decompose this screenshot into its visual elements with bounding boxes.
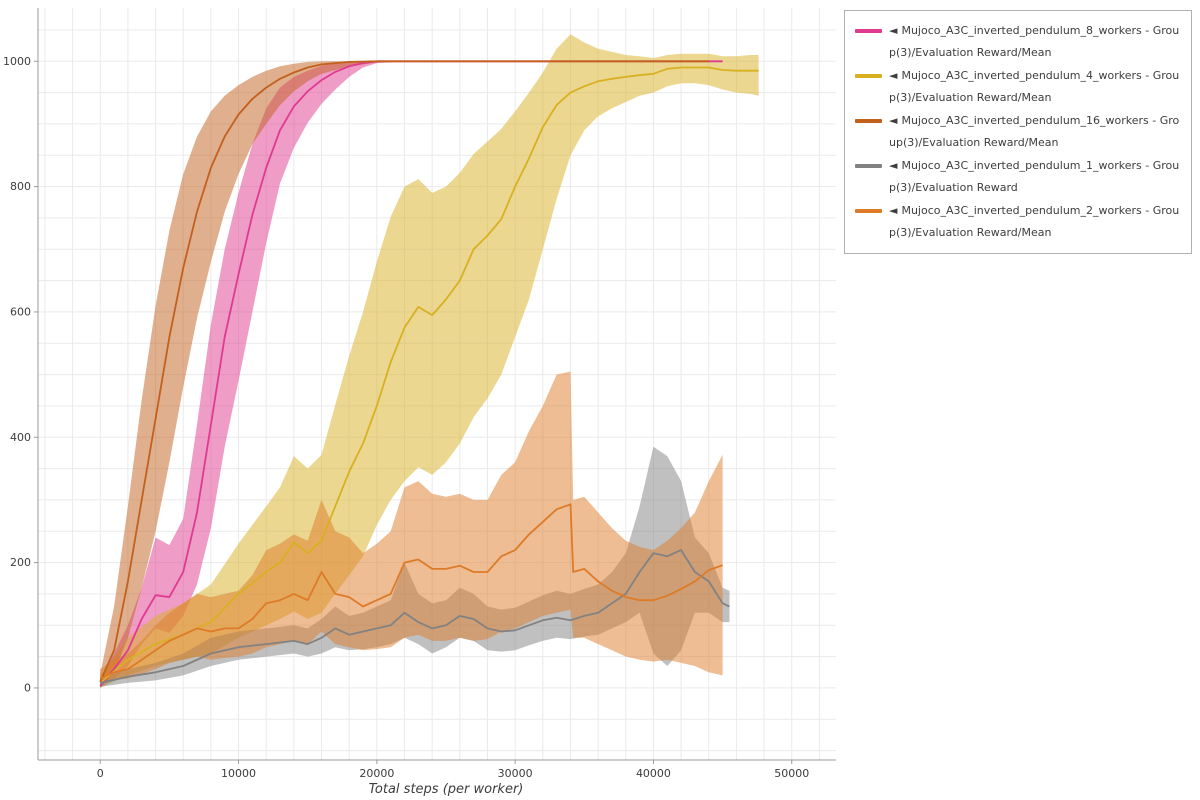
legend-entry-text: ◄ Mujoco_A3C_inverted_pendulum_16_workers… — [889, 110, 1181, 154]
series-line-s2 — [99, 503, 723, 680]
legend-swatch — [855, 74, 882, 78]
legend-label: Mujoco_A3C_inverted_pendulum_8_workers -… — [889, 24, 1180, 59]
legend-item: ◄ Mujoco_A3C_inverted_pendulum_2_workers … — [855, 200, 1181, 244]
y-tick-label: 800 — [10, 180, 31, 193]
x-tick-label: 40000 — [636, 767, 671, 780]
legend-item: ◄ Mujoco_A3C_inverted_pendulum_8_workers … — [855, 20, 1181, 64]
legend-marker-icon: ◄ — [889, 69, 898, 82]
legend-item: ◄ Mujoco_A3C_inverted_pendulum_4_workers … — [855, 65, 1181, 109]
legend: ◄ Mujoco_A3C_inverted_pendulum_8_workers … — [844, 10, 1192, 254]
legend-label: Mujoco_A3C_inverted_pendulum_2_workers -… — [889, 204, 1180, 239]
legend-marker-icon: ◄ — [889, 159, 898, 172]
x-tick-label: 0 — [97, 767, 104, 780]
legend-marker-icon: ◄ — [889, 24, 898, 37]
legend-item: ◄ Mujoco_A3C_inverted_pendulum_16_workers… — [855, 110, 1181, 154]
y-tick-label: 600 — [10, 305, 31, 318]
legend-marker-icon: ◄ — [889, 114, 898, 127]
y-tick-label: 200 — [10, 556, 31, 569]
x-tick-label: 30000 — [498, 767, 533, 780]
legend-marker-icon: ◄ — [889, 204, 898, 217]
series-line-s4 — [99, 66, 759, 684]
legend-swatch — [855, 119, 882, 123]
legend-entry-text: ◄ Mujoco_A3C_inverted_pendulum_2_workers … — [889, 200, 1181, 244]
legend-label: Mujoco_A3C_inverted_pendulum_4_workers -… — [889, 69, 1180, 104]
legend-label: Mujoco_A3C_inverted_pendulum_16_workers … — [889, 114, 1180, 149]
y-tick-label: 0 — [24, 681, 31, 694]
legend-entry-text: ◄ Mujoco_A3C_inverted_pendulum_8_workers … — [889, 20, 1181, 64]
legend-swatch — [855, 209, 882, 213]
x-axis-label: Total steps (per worker) — [369, 782, 524, 797]
x-tick-label: 50000 — [774, 767, 809, 780]
x-tick-label: 10000 — [221, 767, 256, 780]
legend-swatch — [855, 164, 882, 168]
legend-label: Mujoco_A3C_inverted_pendulum_1_workers -… — [889, 159, 1180, 194]
y-tick-label: 400 — [10, 431, 31, 444]
legend-entry-text: ◄ Mujoco_A3C_inverted_pendulum_4_workers … — [889, 65, 1181, 109]
series-line-s16 — [99, 60, 709, 683]
x-tick-label: 20000 — [359, 767, 394, 780]
series-line-s1 — [100, 549, 730, 684]
band-s8 — [100, 61, 723, 688]
legend-entry-text: ◄ Mujoco_A3C_inverted_pendulum_1_workers … — [889, 155, 1181, 199]
band-s2 — [100, 371, 723, 685]
legend-item: ◄ Mujoco_A3C_inverted_pendulum_1_workers … — [855, 155, 1181, 199]
band-s4 — [100, 34, 759, 688]
y-tick-label: 1000 — [3, 55, 31, 68]
legend-swatch — [855, 29, 882, 33]
